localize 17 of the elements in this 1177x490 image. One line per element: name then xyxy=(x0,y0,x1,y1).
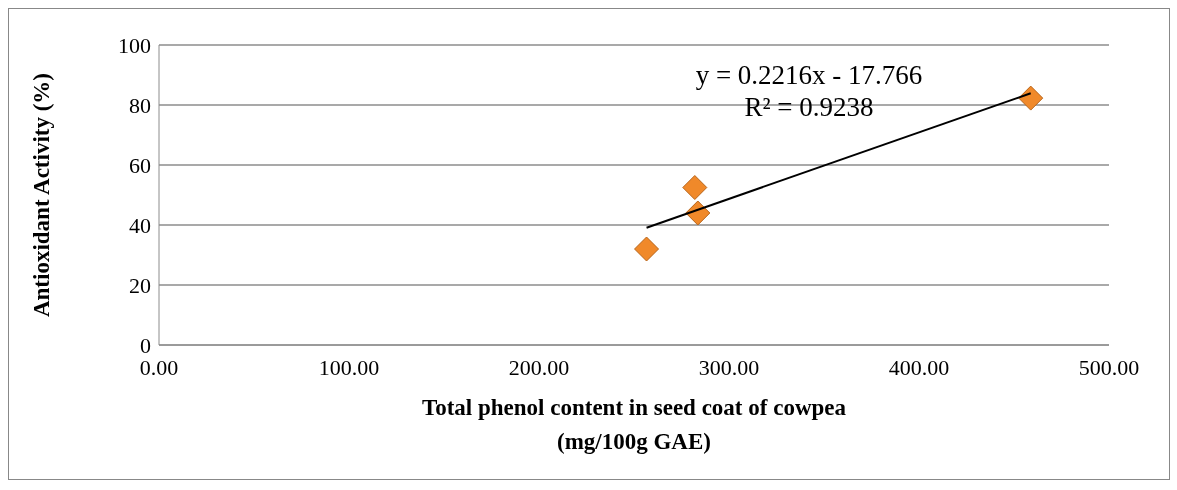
annotation: R² = 0.9238 xyxy=(743,91,875,123)
y-tick-label: 60 xyxy=(129,152,151,178)
annotation: y = 0.2216x - 17.766 xyxy=(694,59,924,91)
y-axis-title: Antioxidant Activity (%) xyxy=(29,72,55,318)
point xyxy=(1018,85,1044,111)
y-tick-label: 80 xyxy=(129,92,151,118)
x-tick-label: 400.00 xyxy=(888,354,950,380)
point xyxy=(682,175,708,200)
y-tick-label: 100 xyxy=(118,32,151,58)
x-tick-label: 200.00 xyxy=(508,354,570,380)
y-tick-label: 40 xyxy=(129,212,151,238)
x-tick-label: 500.00 xyxy=(1078,354,1140,380)
x-tick-label: 300.00 xyxy=(698,354,760,380)
x-tick-label: 100.00 xyxy=(318,354,380,380)
point xyxy=(634,236,660,262)
y-tick-label: 20 xyxy=(129,272,151,298)
x-axis-title: Total phenol content in seed coat of cowpea (mg/100g GAE) xyxy=(421,395,847,454)
